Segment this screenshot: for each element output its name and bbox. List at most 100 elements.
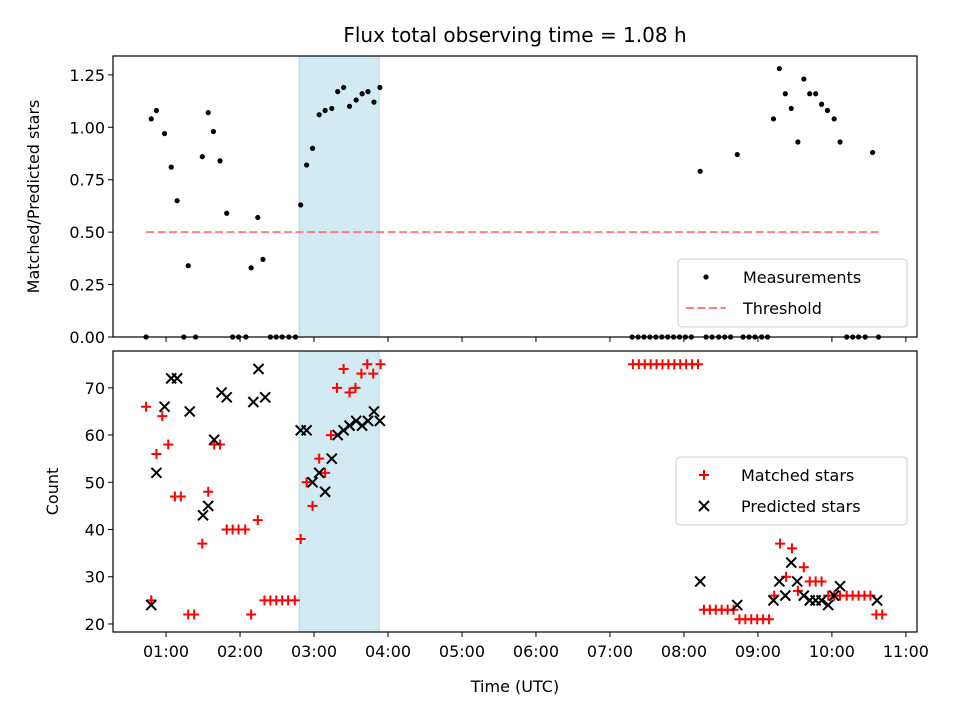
measurement-point [813, 91, 819, 97]
axes-frame [112, 350, 918, 633]
legend-label: Predicted stars [741, 497, 861, 516]
matched-star-point [865, 590, 876, 601]
measurement-point [260, 256, 266, 263]
predicted-star-point [145, 599, 157, 611]
x-tick-label: 04:00 [365, 642, 411, 661]
matched-star-point [331, 382, 342, 393]
predicted-star-point [791, 575, 803, 588]
measurement-point [174, 198, 180, 204]
y-axis-label: Matched/Predicted stars [24, 100, 43, 294]
matched-star-point [775, 538, 786, 549]
predicted-star-point [306, 476, 319, 488]
predicted-star-point [171, 372, 183, 385]
legend-matched-marker [699, 470, 709, 480]
predicted-star-point [326, 452, 338, 465]
matched-star-point [203, 486, 214, 497]
matched-star-point [344, 387, 355, 398]
predicted-star-point [834, 580, 846, 592]
y-tick-label: 1.25 [69, 66, 105, 85]
predicted-star-point [828, 589, 840, 602]
x-tick-label: 02:00 [217, 642, 263, 661]
measurement-point [199, 154, 205, 160]
matched-star-point [295, 533, 306, 544]
measurement-point [341, 84, 347, 91]
matched-star-point [151, 448, 162, 459]
matched-star-point [368, 368, 379, 379]
measurement-point [788, 105, 794, 112]
legend-label: Matched stars [741, 466, 854, 485]
matched-star-point [215, 439, 226, 450]
observing-window-span [298, 350, 380, 633]
matched-star-point [350, 382, 361, 393]
measurement-point [309, 145, 316, 151]
x-tick-label: 10:00 [809, 642, 855, 661]
top-panel: 0.00 0.25 0.50 0.75 1.00 1.25 Matched/Predicte… [24, 55, 918, 347]
measurement-point [782, 91, 788, 97]
matched-star-point [246, 609, 257, 620]
x-tick-label: 09:00 [735, 642, 781, 661]
measurement-point [153, 107, 160, 114]
matched-star-point [338, 363, 349, 374]
measurement-point [322, 107, 328, 114]
measurement-point [734, 151, 740, 158]
matched-star-point [326, 430, 337, 441]
measurement-point [770, 116, 777, 122]
y-tick-label: 30 [85, 568, 105, 587]
x-tick-label: 08:00 [661, 642, 707, 661]
measurement-point [346, 103, 353, 109]
measurement-point [148, 116, 154, 122]
measurement-point [224, 210, 230, 216]
predicted-star-point [202, 500, 214, 512]
predicted-star-point [313, 467, 325, 479]
matched-star-point [798, 562, 809, 573]
predicted-star-point [731, 599, 743, 611]
predicted-star-point [208, 434, 220, 446]
y-tick-label: 60 [85, 426, 105, 445]
measurement-point [304, 162, 310, 168]
legend-measurement-marker [703, 274, 709, 280]
y-tick-label: 1.00 [69, 118, 105, 137]
x-tick-label: 05:00 [439, 642, 485, 661]
legend-label: Threshold [742, 299, 822, 318]
y-tick-label: 20 [85, 615, 105, 634]
chart-title: Flux total observing time = 1.08 h [343, 23, 686, 47]
x-tick-label: 03:00 [291, 642, 337, 661]
predicted-star-point [773, 575, 786, 588]
matched-star-point [320, 467, 331, 478]
measurement-point [697, 168, 703, 174]
predicted-star-point [184, 405, 196, 418]
matched-star-point [289, 595, 300, 606]
measurement-point [329, 105, 335, 112]
measurement-point [205, 110, 211, 116]
matched-star-point [375, 359, 386, 370]
legend-box [675, 456, 908, 526]
measurement-point [255, 214, 261, 221]
matched-star-point [301, 477, 312, 488]
matched-star-point [252, 515, 263, 526]
matched-star-point [764, 614, 775, 625]
matched-star-point [314, 453, 325, 464]
predicted-star-point [221, 391, 233, 403]
y-tick-label: 0.75 [69, 171, 105, 190]
matched-star-point [781, 571, 792, 582]
measurement-point [210, 128, 216, 135]
predicted-star-point [871, 594, 883, 607]
predicted-star-point [368, 405, 380, 418]
predicted-star-point [252, 363, 265, 375]
matched-star-point [693, 359, 704, 370]
y-tick-label: 0.25 [69, 276, 105, 295]
matched-star-point [175, 491, 186, 502]
measurement-point [807, 91, 813, 97]
legend-box [677, 258, 908, 328]
matched-star-point [157, 411, 168, 422]
predicted-star-point [259, 391, 271, 403]
matched-star-point [786, 543, 797, 554]
measurement-point [185, 263, 191, 269]
x-tick-label: 07:00 [587, 642, 633, 661]
measurement-point [359, 91, 365, 97]
measurement-point [248, 265, 254, 271]
bottom-panel: 20 30 40 50 60 70 01:00 02:00 03:00 04:00 05:00 06:… [43, 350, 929, 661]
matched-star-point [816, 576, 827, 587]
matched-star-point [197, 538, 208, 549]
